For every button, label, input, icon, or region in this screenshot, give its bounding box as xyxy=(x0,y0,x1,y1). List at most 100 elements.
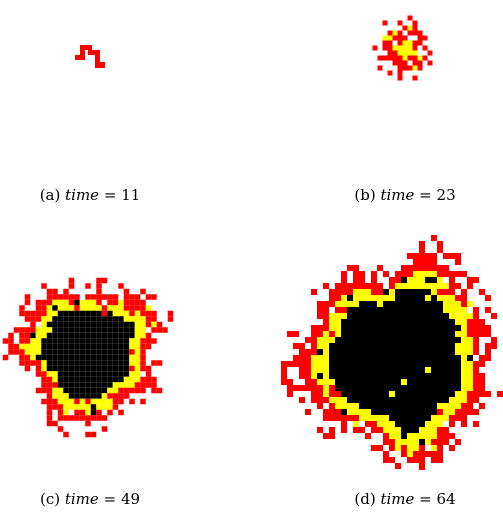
cell xyxy=(473,313,479,319)
cell xyxy=(371,385,377,391)
cell xyxy=(418,36,423,41)
cell xyxy=(80,399,86,405)
cell xyxy=(341,277,347,283)
cell xyxy=(419,313,425,319)
cell xyxy=(467,319,473,325)
cell xyxy=(25,300,31,306)
cell xyxy=(425,415,431,421)
cell xyxy=(407,421,413,427)
cell xyxy=(113,393,119,399)
cell xyxy=(317,331,323,337)
caption-relation: = xyxy=(104,490,117,508)
cell xyxy=(63,382,69,388)
cell xyxy=(335,319,341,325)
cell xyxy=(58,338,64,344)
cell xyxy=(91,311,97,317)
cell xyxy=(96,333,102,339)
cell xyxy=(395,397,401,403)
cell xyxy=(371,409,377,415)
cell xyxy=(425,331,431,337)
cell xyxy=(413,385,419,391)
cell xyxy=(389,283,395,289)
cell xyxy=(443,343,449,349)
cell xyxy=(419,331,425,337)
cell xyxy=(69,388,75,394)
cell xyxy=(479,379,485,385)
cell xyxy=(431,259,437,265)
cell xyxy=(443,403,449,409)
cell xyxy=(425,349,431,355)
cell xyxy=(388,71,393,76)
cell xyxy=(425,259,431,265)
cell xyxy=(58,360,64,366)
cell xyxy=(443,331,449,337)
cell xyxy=(449,391,455,397)
cell xyxy=(347,409,353,415)
cell xyxy=(353,313,359,319)
cell xyxy=(443,367,449,373)
cell xyxy=(377,289,383,295)
cell xyxy=(413,313,419,319)
cell xyxy=(118,338,124,344)
cell xyxy=(423,36,428,41)
cell xyxy=(52,399,58,405)
cell xyxy=(443,295,449,301)
cell xyxy=(403,41,408,46)
cell xyxy=(8,349,14,355)
cell xyxy=(461,373,467,379)
cell xyxy=(69,377,75,383)
cell xyxy=(151,294,157,300)
cell xyxy=(413,421,419,427)
cell xyxy=(30,360,36,366)
cell xyxy=(407,433,413,439)
cell xyxy=(140,388,146,394)
cell xyxy=(431,385,437,391)
cell xyxy=(377,325,383,331)
cell xyxy=(389,355,395,361)
cell xyxy=(371,367,377,373)
cell xyxy=(419,295,425,301)
cell xyxy=(36,388,42,394)
cell xyxy=(377,391,383,397)
cell xyxy=(113,327,119,333)
cell xyxy=(455,337,461,343)
cell xyxy=(401,271,407,277)
cell xyxy=(388,46,393,51)
cell xyxy=(30,316,36,322)
cell xyxy=(69,399,75,405)
caption-value: 49 xyxy=(121,490,140,508)
cell xyxy=(85,305,91,311)
cell xyxy=(347,379,353,385)
cell xyxy=(408,51,413,56)
cell xyxy=(47,366,53,372)
cell xyxy=(140,327,146,333)
cell xyxy=(85,388,91,394)
cell xyxy=(407,379,413,385)
cell xyxy=(317,307,323,313)
cell xyxy=(449,373,455,379)
cell xyxy=(107,371,113,377)
cell xyxy=(129,366,135,372)
cell xyxy=(41,333,47,339)
cell xyxy=(383,367,389,373)
cell xyxy=(461,337,467,343)
cell xyxy=(449,445,455,451)
cell xyxy=(353,325,359,331)
cell xyxy=(377,313,383,319)
cell xyxy=(146,338,152,344)
cell xyxy=(431,265,437,271)
cell xyxy=(107,327,113,333)
cell xyxy=(335,409,341,415)
cell xyxy=(383,373,389,379)
cell xyxy=(347,391,353,397)
cell xyxy=(107,377,113,383)
cell xyxy=(461,403,467,409)
cell xyxy=(371,343,377,349)
caption-label: (d) xyxy=(354,490,375,508)
cell xyxy=(341,301,347,307)
cell xyxy=(419,367,425,373)
cell xyxy=(36,360,42,366)
cell xyxy=(317,373,323,379)
cell xyxy=(455,361,461,367)
cell xyxy=(107,305,113,311)
